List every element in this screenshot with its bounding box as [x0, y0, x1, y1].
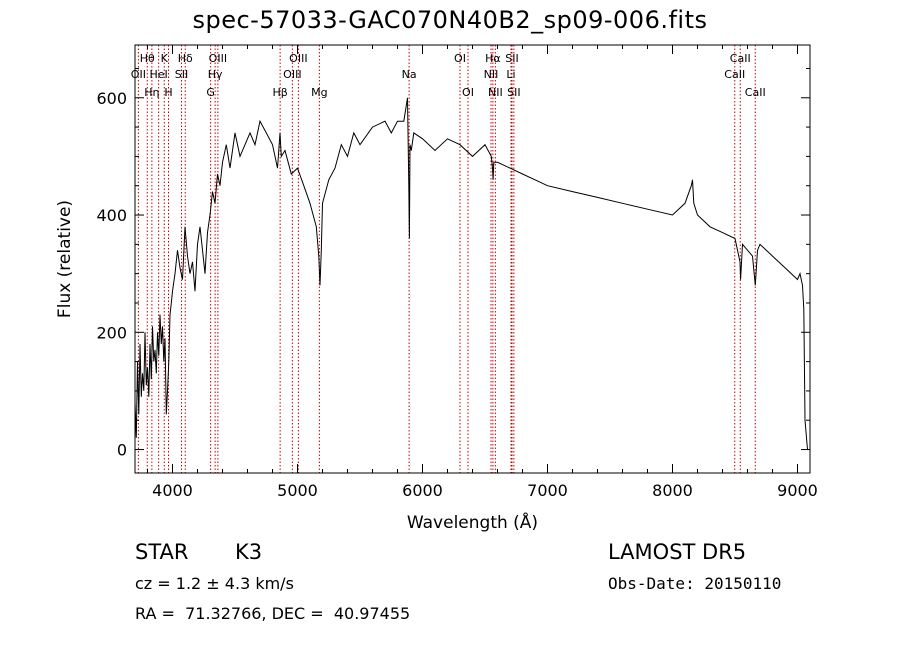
line-label-2: Hη	[144, 86, 159, 99]
spectral-line-labels: Hθ OII Hη K HeI H Hδ SII OIII Hγ G OIII OIII Hβ Mg Na OI…	[131, 52, 766, 99]
line-label-4: HeI	[149, 68, 167, 81]
line-label-15: Na	[402, 68, 417, 81]
line-label-22: Li	[506, 68, 515, 81]
x-axis: 4000 5000 6000 7000 8000 9000	[147, 45, 818, 500]
line-label-14: Mg	[311, 86, 327, 99]
line-label-0: Hθ	[140, 52, 155, 65]
line-label-25: CaII	[724, 68, 745, 81]
line-label-17: OI	[462, 86, 474, 99]
line-label-21: SII	[505, 52, 518, 65]
y-tick-label-0: 0	[117, 441, 127, 460]
x-axis-label: Wavelength (Å)	[407, 511, 538, 533]
line-label-19: NII	[484, 68, 499, 81]
line-label-20: NII	[488, 86, 503, 99]
line-label-1: OII	[131, 68, 146, 81]
spectral-line-markers	[137, 45, 756, 473]
y-axis-label: Flux (relative)	[55, 200, 75, 318]
redshift-cz: cz = 1.2 ± 4.3 km/s	[135, 574, 294, 593]
line-label-16: OI	[454, 52, 466, 65]
y-tick-label-1: 200	[96, 323, 127, 342]
line-label-3: K	[161, 52, 169, 65]
coordinates: RA = 71.32766, DEC = 40.97455	[135, 604, 411, 623]
line-label-24: CaII	[730, 52, 751, 65]
object-type: STAR	[135, 540, 189, 564]
x-tick-label-5: 9000	[777, 481, 818, 500]
object-subclass: K3	[235, 540, 263, 564]
observation-date: Obs-Date: 20150110	[608, 574, 782, 593]
chart-title: spec-57033-GAC070N40B2_sp09-006.fits	[192, 6, 708, 34]
y-tick-label-3: 600	[96, 89, 127, 108]
spectrum-series-line	[134, 97, 808, 450]
line-label-26: CaII	[745, 86, 766, 99]
x-tick-label-4: 8000	[652, 481, 693, 500]
line-label-11: OIII	[289, 52, 307, 65]
line-label-12: OIII	[283, 68, 301, 81]
x-tick-label-2: 6000	[402, 481, 443, 500]
line-label-23: SII	[507, 86, 520, 99]
line-label-5: H	[164, 86, 172, 99]
x-tick-label-3: 7000	[527, 481, 568, 500]
y-tick-label-2: 400	[96, 206, 127, 225]
x-tick-label-1: 5000	[277, 481, 318, 500]
y-axis: 0 200 400 600	[96, 67, 810, 460]
survey-name: LAMOST DR5	[608, 540, 747, 564]
line-label-9: Hγ	[208, 68, 223, 81]
line-label-7: SII	[175, 68, 188, 81]
line-label-8: OIII	[209, 52, 227, 65]
line-label-6: Hδ	[178, 52, 193, 65]
line-label-13: Hβ	[272, 86, 287, 99]
line-label-18: Hα	[485, 52, 501, 65]
line-label-10: G	[206, 86, 215, 99]
x-tick-label-0: 4000	[152, 481, 193, 500]
plot-frame	[134, 44, 811, 474]
